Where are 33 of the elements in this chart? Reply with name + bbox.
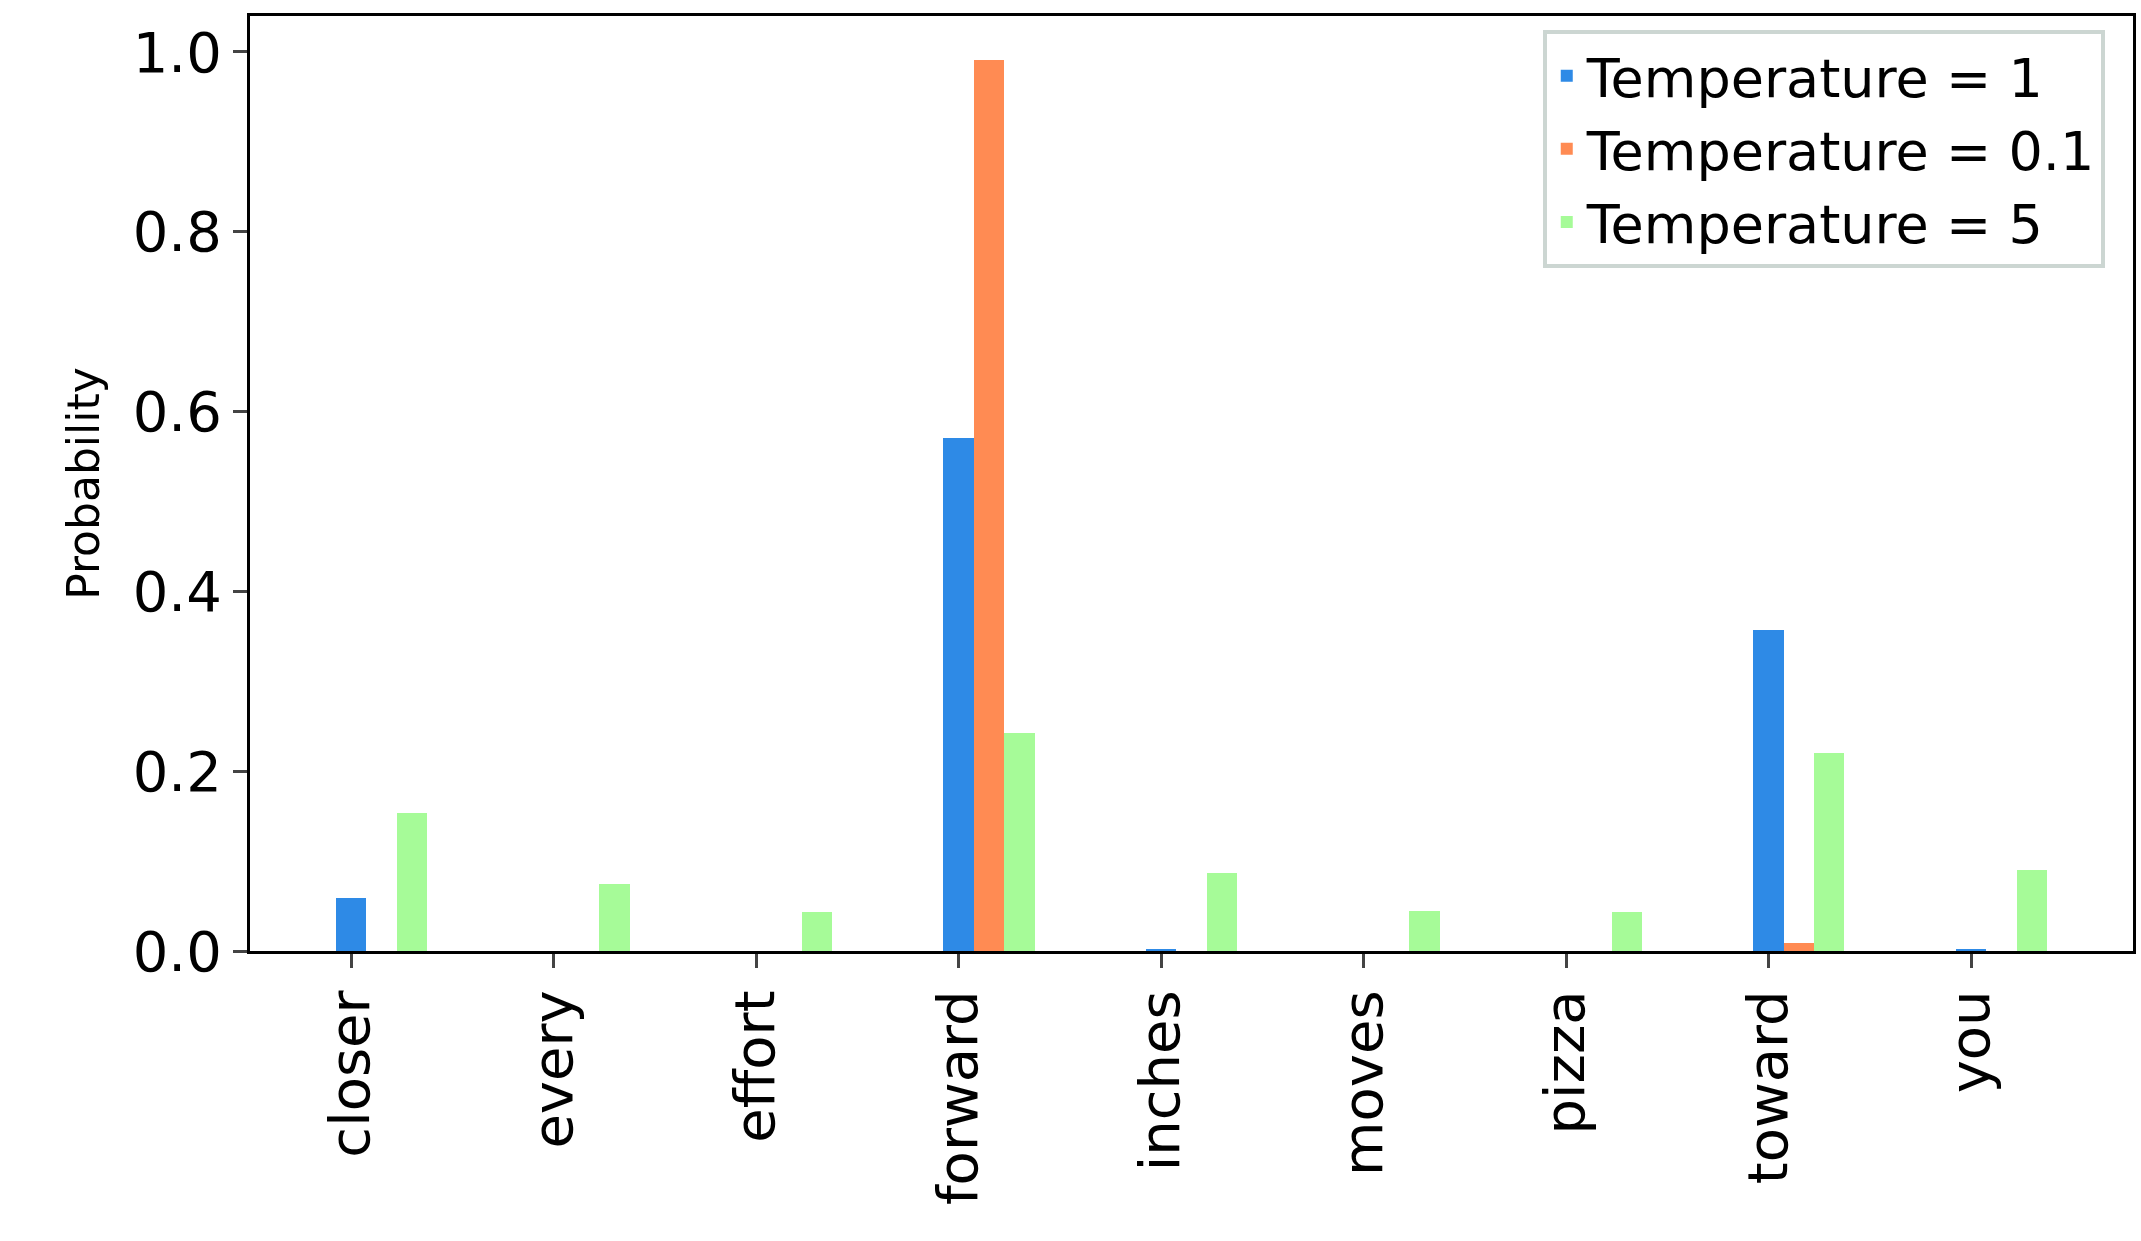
bar xyxy=(1004,733,1035,951)
bar xyxy=(1753,630,1784,951)
bar xyxy=(2017,870,2047,951)
y-tick-label: 0.4 xyxy=(132,558,222,624)
y-tick-label: 0.8 xyxy=(132,199,222,265)
x-tick-label: inches xyxy=(1127,990,1193,1172)
y-tick-label: 0.2 xyxy=(132,738,222,804)
bar xyxy=(397,813,427,951)
bar xyxy=(1814,753,1844,951)
x-tick-label: closer xyxy=(317,989,383,1158)
bar xyxy=(1207,873,1237,951)
bar xyxy=(336,898,366,951)
bar xyxy=(599,884,630,951)
x-tick-label: moves xyxy=(1329,990,1395,1176)
x-tick-label: pizza xyxy=(1532,990,1598,1135)
bar xyxy=(1784,943,1814,951)
y-tick-label: 0.0 xyxy=(132,918,222,984)
bar xyxy=(802,912,832,951)
legend-label: Temperature = 1 xyxy=(1585,46,2043,110)
legend-label: Temperature = 5 xyxy=(1585,193,2043,257)
x-tick-label: forward xyxy=(924,990,990,1206)
x-tick-label: every xyxy=(519,990,585,1149)
y-tick-label: 0.6 xyxy=(132,379,222,445)
y-tick-label: 1.0 xyxy=(132,19,222,85)
y-axis-title: Probability xyxy=(57,367,109,600)
x-tick-label: toward xyxy=(1734,990,1800,1185)
x-tick-label: you xyxy=(1937,990,2003,1094)
bar xyxy=(1409,911,1440,951)
bar xyxy=(1612,912,1642,951)
bar xyxy=(974,60,1004,951)
legend-label: Temperature = 0.1 xyxy=(1585,119,2095,183)
x-tick-label: effort xyxy=(722,990,788,1143)
bar xyxy=(943,438,974,951)
